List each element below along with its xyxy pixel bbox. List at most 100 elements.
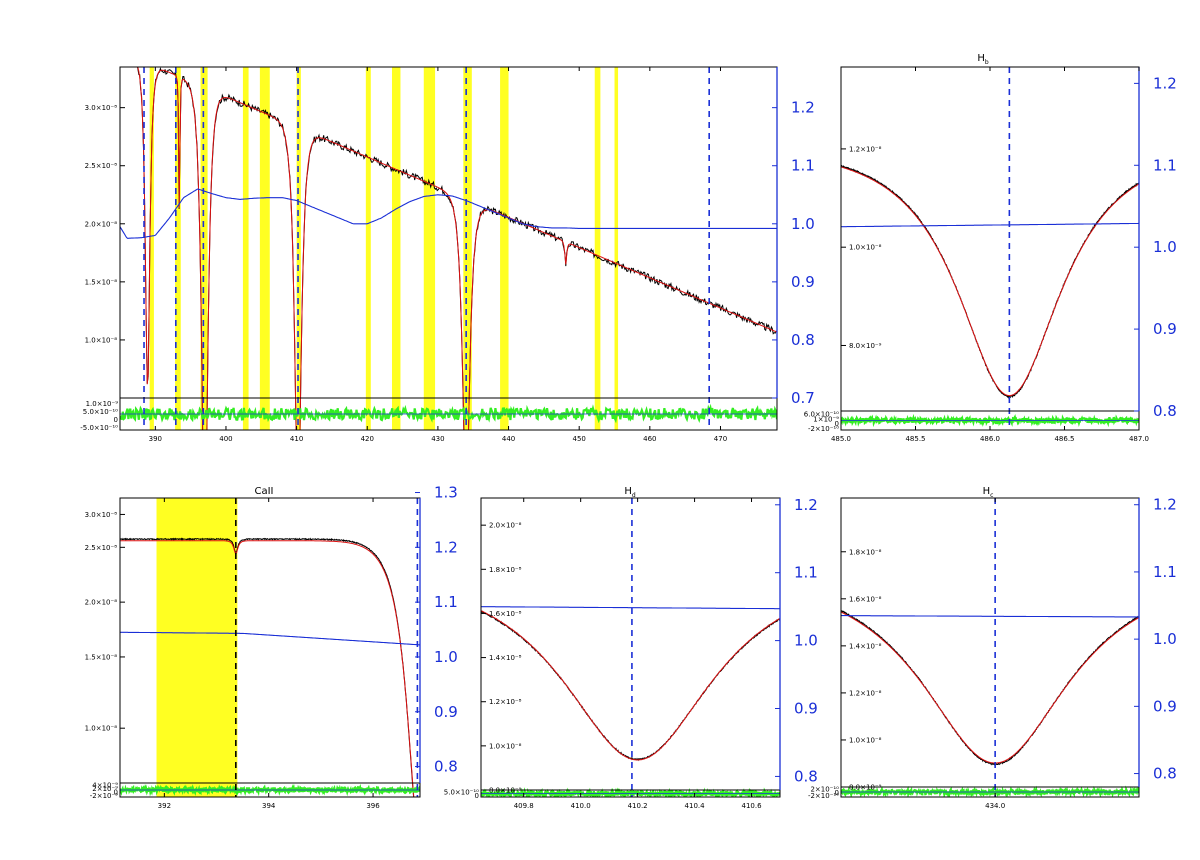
mask-region — [463, 67, 472, 430]
y-tick-label-right: 1.3 — [434, 484, 458, 502]
y-tick-label-right: 1.1 — [1153, 156, 1177, 174]
y-tick-label-left: 1.8×10⁻⁸ — [489, 566, 522, 574]
mask-region — [156, 498, 238, 797]
residual-tick-label: 0 — [114, 416, 118, 424]
x-tick-label: 485.0 — [831, 435, 851, 443]
y-tick-label-left: 1.8×10⁻⁸ — [849, 548, 882, 556]
y-tick-label-left: 8.0×10⁻⁹ — [489, 787, 522, 795]
y-tick-label-right: 1.2 — [1153, 74, 1177, 92]
observed-spectrum — [841, 164, 1139, 399]
observed-spectrum — [481, 610, 780, 762]
y-tick-label-right: 0.9 — [794, 700, 818, 718]
y-tick-label-left: 1.2×10⁻⁸ — [489, 698, 522, 706]
y-tick-label-right: 1.0 — [791, 215, 815, 233]
model-spectrum — [120, 540, 415, 797]
y-tick-label-left: 1.0×10⁻⁸ — [849, 244, 882, 252]
y-tick-label-right: 1.0 — [434, 648, 458, 666]
residual-tick-label: 1×10⁻⁹ — [813, 415, 839, 423]
mask-region — [614, 67, 619, 430]
x-tick-label: 460 — [643, 435, 656, 443]
residual-tick-label: -2×10⁻¹⁰ — [808, 792, 839, 800]
plot-frame — [480, 497, 781, 798]
y-tick-label-left: 8.0×10⁻⁹ — [849, 342, 882, 350]
plot-frame — [119, 66, 778, 431]
mask-region — [423, 67, 436, 430]
ratio-curve — [841, 615, 1139, 618]
observed-spectrum — [136, 67, 777, 430]
y-tick-label-left: 1.2×10⁻⁸ — [849, 689, 882, 697]
y-tick-label-left: 2.0×10⁻⁸ — [489, 522, 522, 530]
y-tick-label-left: 3.0×10⁻⁸ — [85, 511, 118, 519]
y-tick-label-right: 0.8 — [434, 758, 458, 776]
x-tick-label: 486.0 — [980, 435, 1000, 443]
x-tick-label: 409.8 — [514, 802, 534, 810]
residual-trace — [841, 785, 1139, 797]
x-tick-label: 410.2 — [628, 802, 648, 810]
x-tick-label: 396 — [366, 802, 380, 810]
y-tick-label-right: 0.7 — [791, 389, 815, 407]
y-tick-label-right: 1.1 — [794, 564, 818, 582]
residual-tick-label: 4×10⁻⁹ — [92, 782, 118, 790]
model-spectrum — [481, 610, 780, 761]
y-tick-label-left: 1.5×10⁻⁸ — [85, 653, 118, 661]
y-tick-label-right: 0.8 — [1153, 402, 1177, 420]
residual-tick-label: 0 — [835, 789, 839, 797]
y-tick-label-left: 1.5×10⁻⁸ — [85, 278, 118, 286]
mask-region — [500, 67, 509, 430]
mask-region — [259, 67, 270, 430]
residual-trace — [120, 783, 420, 797]
panel-caii: 392 394 396 1.0×10⁻⁸ 1.5×10⁻⁸ 2.0×10⁻⁸ 2.5×10⁻… — [85, 484, 458, 810]
y-tick-label-left: 3.0×10⁻⁸ — [85, 104, 118, 112]
panel-title-caii: CaII — [254, 486, 273, 497]
ratio-curve — [481, 606, 780, 610]
ratio-curve — [120, 631, 420, 646]
x-tick-label: 486.5 — [1054, 435, 1074, 443]
residual-tick-label: -2×10⁻⁹ — [90, 792, 118, 800]
x-tick-label: 390 — [149, 435, 162, 443]
x-tick-label: 410.4 — [685, 802, 706, 810]
ratio-curve — [841, 222, 1139, 228]
panel-hgamma: 434.0 8.0×10⁻⁹ 1.0×10⁻⁸ 1.2×10⁻⁸ 1.4×10⁻⁸ 1.6… — [808, 496, 1177, 810]
y-tick-label-left: 1.0×10⁻⁸ — [85, 725, 118, 733]
y-tick-label-left: 2.5×10⁻⁸ — [85, 162, 118, 170]
y-tick-label-right: 1.1 — [791, 157, 815, 175]
residual-tick-label: 6.0×10⁻¹⁰ — [804, 411, 839, 419]
x-tick-label: 410.6 — [742, 802, 763, 810]
x-tick-label: 410.0 — [571, 802, 591, 810]
y-tick-label-left: 2.0×10⁻⁸ — [85, 599, 118, 607]
panel-title-hdelta: Hd — [624, 486, 636, 499]
y-tick-label-right: 0.9 — [1153, 320, 1177, 338]
y-tick-label-right: 1.2 — [791, 99, 815, 117]
x-tick-label: 410 — [290, 435, 303, 443]
residual-tick-label: 2×10⁻¹⁰ — [810, 786, 839, 794]
model-spectrum — [137, 67, 777, 430]
y-tick-label-left: 1.0×10⁻⁸ — [489, 742, 522, 750]
residual-trace — [120, 403, 777, 424]
y-tick-label-left: 1.2×10⁻⁸ — [849, 145, 882, 153]
y-tick-label-right: 1.2 — [434, 538, 458, 556]
x-tick-label: 440 — [502, 435, 515, 443]
residual-tick-label: 5.0×10⁻¹⁰ — [83, 408, 118, 416]
y-tick-label-left: 2.0×10⁻⁸ — [85, 220, 118, 228]
residual-tick-label: 2×10⁻⁹ — [92, 785, 118, 793]
plot-frame — [840, 497, 1140, 798]
x-tick-label: 450 — [573, 435, 586, 443]
x-tick-label: 470 — [714, 435, 727, 443]
x-tick-label: 430 — [431, 435, 444, 443]
y-tick-label-right: 0.8 — [791, 331, 815, 349]
y-tick-label-right: 0.8 — [1153, 765, 1177, 783]
y-tick-label-right: 1.1 — [434, 593, 458, 611]
y-tick-label-left: 1.6×10⁻⁸ — [489, 610, 522, 618]
y-tick-label-right: 1.2 — [794, 496, 818, 514]
y-tick-label-left: 1.0×10⁻⁸ — [85, 336, 118, 344]
x-tick-label: 487.0 — [1129, 435, 1149, 443]
mask-region — [594, 67, 601, 430]
residual-tick-label: 5.0×10⁻¹⁰ — [444, 789, 479, 797]
y-tick-label-right: 1.0 — [1153, 630, 1177, 648]
panel-full: 390 400 410 420 430 440 450 460 470 1.0×10⁻⁸ 1.5×1… — [80, 66, 815, 443]
y-tick-label-left: 8.0×10⁻⁹ — [849, 784, 882, 792]
residual-tick-label: 0 — [475, 792, 479, 800]
observed-spectrum — [841, 610, 1139, 766]
observed-spectrum — [120, 537, 415, 797]
